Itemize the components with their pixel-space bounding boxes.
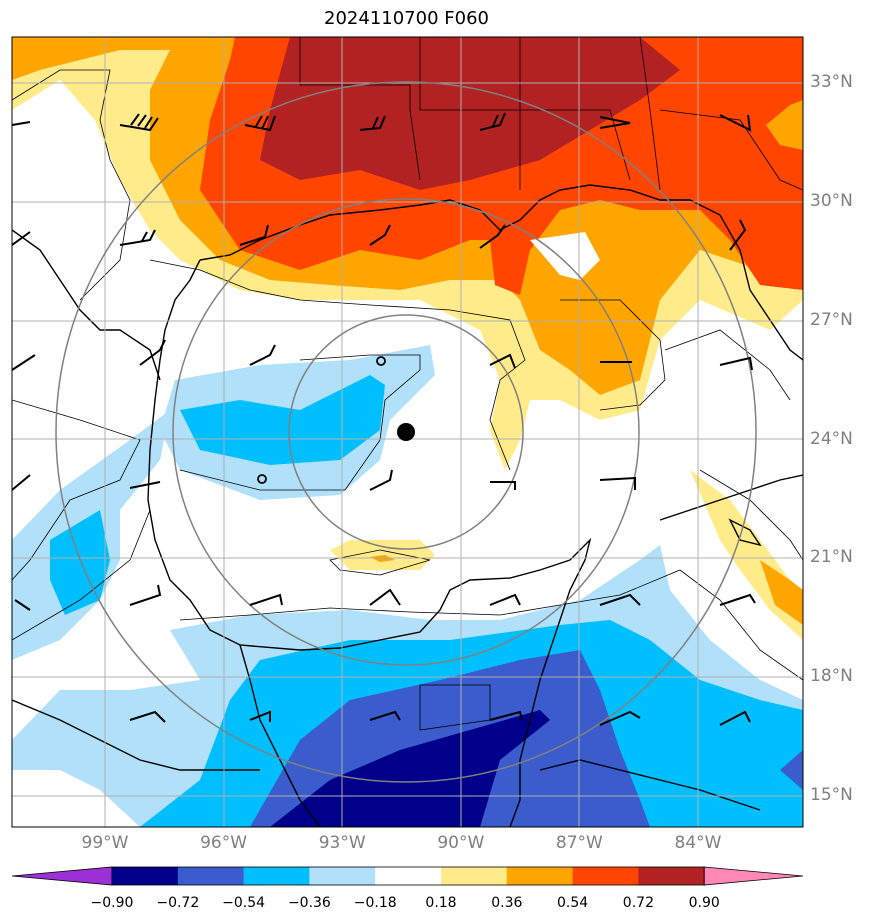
colorbar-extend-low [11,866,113,886]
colorbar-tick-label: 0.18 [425,895,457,911]
lon-label: 96°W [200,833,248,853]
colorbar-tick-label: 0.54 [557,895,589,911]
colorbar-tick-label: −0.90 [90,895,134,911]
colorbar-outline [111,866,705,886]
lat-label: 18°N [810,666,853,687]
storm-center-marker [397,423,415,441]
colorbar-swatch [243,867,310,885]
lon-label: 84°W [674,833,722,853]
lon-label: 99°W [81,833,129,853]
calm-markers [257,356,386,484]
range-rings [55,81,757,783]
lat-label: 33°N [810,72,853,92]
state-borders [299,37,803,731]
lat-label: 24°N [810,428,853,449]
colorbar-swatch [441,867,508,885]
colorbar-extend-high [703,866,804,886]
lon-label: 90°W [437,833,485,853]
lon-label: 87°W [555,833,603,853]
colorbar-tick-label: −0.72 [156,895,200,911]
colorbar-tick-label: −0.54 [222,895,266,911]
colorbar-swatch [375,867,442,885]
wind-barbs [12,112,756,726]
lat-label: 21°N [810,547,853,568]
lon-label: 93°W [318,833,366,853]
colorbar-swatch [572,867,639,885]
colorbar-swatch [177,867,245,885]
map-frame [11,36,804,828]
colorbar-tick-label: −0.36 [287,895,331,911]
colorbar-swatch [506,867,574,885]
gridlines [12,37,803,827]
colorbar-swatch [309,867,376,885]
negative-anomaly-fill [12,345,803,827]
lat-label: 30°N [810,190,853,211]
lat-label: 27°N [810,309,853,330]
map-title: 2024110700 F060 [324,8,489,29]
coastlines [12,184,803,827]
map-area [12,37,803,827]
lat-label: 15°N [810,785,853,805]
colorbar-tick-label: 0.36 [491,895,523,911]
colorbar-tick-label: 0.72 [622,895,654,911]
colorbar [11,866,804,886]
colorbar-tick-label: −0.18 [353,895,397,911]
colorbar-tick-label: 0.90 [688,895,720,911]
contour-lines [12,69,803,681]
colorbar-swatch [112,867,179,885]
colorbar-swatch [638,867,705,885]
